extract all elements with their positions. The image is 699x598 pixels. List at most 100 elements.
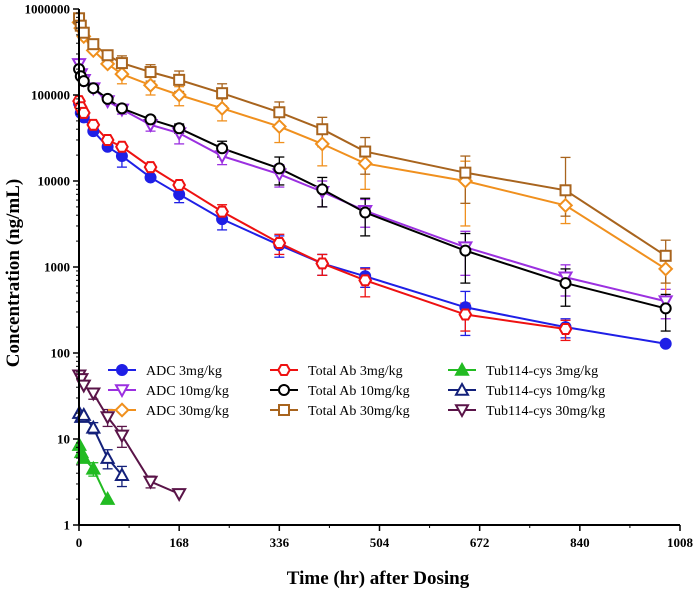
legend-entry: Total Ab 3mg/kg: [270, 364, 403, 379]
series-9-point: [76, 379, 92, 394]
series-4-point: [86, 118, 101, 131]
series-5-point: [144, 113, 157, 126]
y-tick-label: 1000000: [25, 2, 71, 17]
series-5-point: [559, 277, 572, 290]
series-5-point: [316, 183, 329, 196]
series-5-point: [173, 122, 186, 135]
series-3-point: [114, 66, 130, 82]
x-tick-label: 840: [570, 535, 590, 550]
series-6-point: [144, 66, 157, 79]
series-5-point: [459, 244, 472, 257]
series-6-point: [273, 106, 286, 119]
y-tick-label: 1: [64, 518, 71, 533]
series-6-point: [216, 87, 229, 100]
series-2-line: [78, 63, 666, 303]
series-3-point: [314, 136, 330, 152]
series-3-point: [142, 77, 159, 93]
legend-entry: ADC 3mg/kg: [108, 364, 222, 379]
series-5-point: [659, 302, 672, 315]
series-6-point: [87, 38, 100, 51]
series-4-point: [272, 237, 287, 250]
axes: [73, 8, 681, 531]
series-4-point: [458, 308, 473, 321]
series-4-point: [115, 140, 129, 153]
series-9-point: [142, 475, 159, 490]
series-9-point: [85, 387, 102, 402]
series-7-point: [76, 450, 92, 464]
series-3-point: [557, 197, 574, 214]
y-tick-label: 100000: [31, 88, 70, 103]
y-tick-label: 10: [57, 432, 70, 447]
legend-entry: ADC 10mg/kg: [108, 384, 229, 399]
series-1-line: [78, 103, 666, 345]
legend-label: Tub114-cys 3mg/kg: [486, 364, 598, 379]
series-8-point: [76, 406, 92, 421]
legend-entry: Tub114-cys 10mg/kg: [448, 381, 605, 399]
series-6-point: [316, 123, 329, 136]
legend-entry: ADC 30mg/kg: [108, 402, 229, 419]
legend-entry: Total Ab 10mg/kg: [270, 384, 410, 399]
legend-label: Total Ab 30mg/kg: [308, 404, 410, 419]
series-7-point: [85, 460, 102, 475]
series-5-line: [78, 68, 666, 310]
series-5-point: [101, 92, 114, 105]
series-6-point: [115, 57, 128, 70]
series-6-point: [359, 145, 372, 158]
series-8-point: [85, 419, 102, 434]
y-tick-label: 1000: [44, 260, 70, 275]
x-tick-label: 0: [76, 535, 83, 550]
legend-label: ADC 10mg/kg: [146, 384, 229, 399]
series-1-point: [659, 337, 672, 350]
series-markers: [71, 12, 674, 505]
series-4-point: [315, 257, 330, 270]
legend-entry: Total Ab 30mg/kg: [270, 404, 410, 419]
series-9-point: [171, 488, 187, 502]
series-6-point: [559, 184, 572, 197]
x-tick-label: 672: [470, 535, 490, 550]
legend-marker: [114, 384, 130, 399]
legend-marker: [454, 381, 470, 396]
series-5-point: [359, 206, 372, 219]
series-8-point: [114, 467, 130, 481]
x-tick-label: 336: [270, 535, 290, 550]
legend-label: ADC 3mg/kg: [146, 364, 222, 379]
series-4-point: [558, 323, 573, 336]
series-6-point: [77, 26, 90, 39]
legend: ADC 3mg/kg ADC 10mg/kg ADC 30mg/kg Total Ab…: [108, 361, 605, 419]
series-5-point: [115, 102, 128, 115]
series-5-point: [87, 82, 100, 95]
legend-label: ADC 30mg/kg: [146, 404, 229, 419]
series-3-point: [658, 261, 674, 277]
legend-marker: [278, 404, 290, 416]
legend-label: Tub114-cys 30mg/kg: [486, 404, 605, 419]
tick-labels: 1 10 100 1000 10000 100000 1000000 0 168 336 504 67…: [25, 2, 694, 551]
series-6-point: [173, 73, 186, 86]
series-3-point: [171, 87, 187, 103]
legend-marker: [278, 384, 290, 396]
y-tick-label: 100: [51, 346, 71, 361]
y-tick-label: 10000: [38, 174, 71, 189]
x-tick-label: 168: [169, 535, 189, 550]
series-4-point: [100, 133, 115, 146]
series-3-line: [78, 22, 667, 270]
legend-label: Tub114-cys 10mg/kg: [486, 384, 605, 399]
x-axis-title: Time (hr) after Dosing: [287, 568, 470, 589]
series-4-point: [172, 178, 187, 191]
x-tick-label: 504: [370, 535, 390, 550]
x-tick-label: 1008: [667, 535, 694, 550]
series-9-point: [114, 429, 130, 444]
legend-label: Total Ab 10mg/kg: [308, 384, 410, 399]
series-lines: [78, 18, 667, 500]
series-6-point: [459, 166, 472, 179]
legend-entry: Tub114-cys 3mg/kg: [448, 361, 598, 379]
error-bars: [88, 55, 671, 489]
series-5-point: [77, 75, 90, 88]
legend-label: Total Ab 3mg/kg: [308, 364, 403, 379]
series-8-point: [99, 450, 116, 464]
legend-marker: [116, 364, 128, 376]
legend-marker: [454, 361, 470, 376]
legend-marker: [277, 364, 291, 376]
y-axis-title: Concentration (ng/mL): [3, 179, 24, 367]
series-5-point: [273, 162, 286, 175]
